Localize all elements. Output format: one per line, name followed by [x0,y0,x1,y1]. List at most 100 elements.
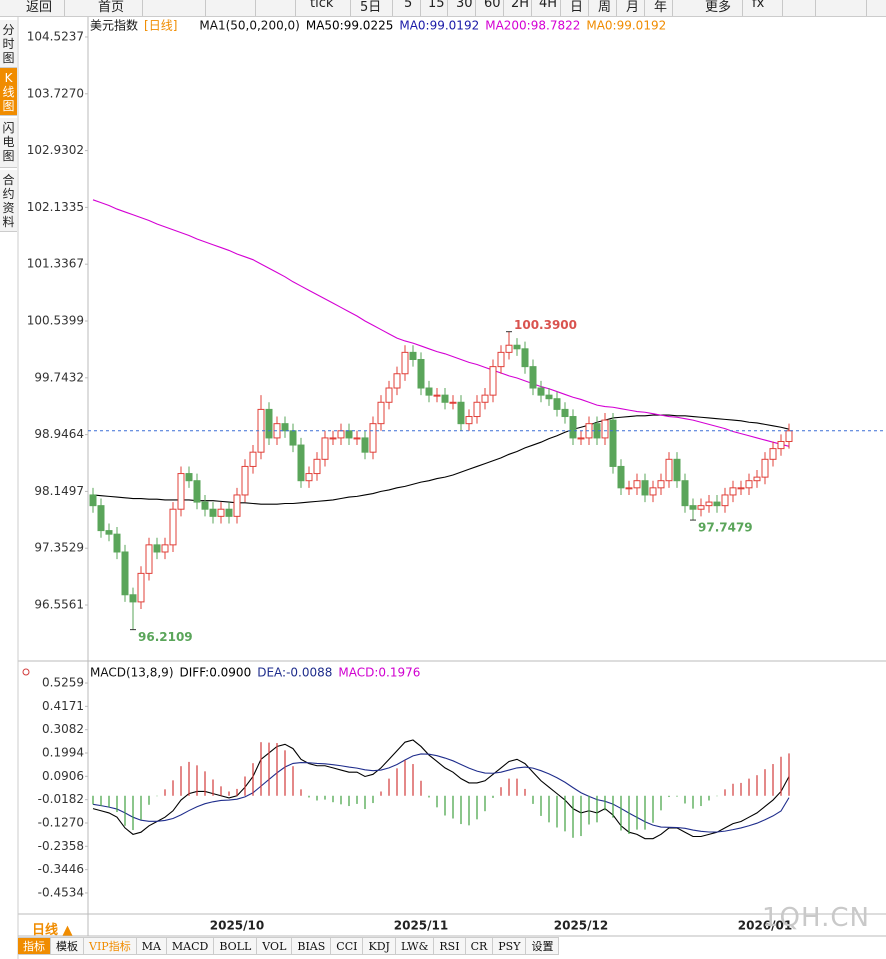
toolbar-button[interactable]: 15 [428,0,445,11]
bottom-tab[interactable]: CR [465,937,494,955]
candle-body [649,487,657,496]
toolbar-button[interactable]: 60 [484,0,501,11]
candle-body [209,508,217,517]
candle-body [561,408,569,418]
bottom-tab[interactable]: LW& [395,937,435,955]
legend-item: MA0:99.0192 [586,19,666,33]
candle-body [369,423,377,453]
candle-body [513,344,521,350]
toolbar-separator [475,0,476,16]
candle-body [321,437,329,460]
bottom-tab[interactable]: 指标 [18,937,51,955]
candle-body [241,465,249,496]
toolbar-button[interactable]: 周 [598,0,612,15]
y-tick-label: -0.0182 [38,792,84,806]
sidebar-tab[interactable]: 分时图 [0,20,17,68]
candle-body [425,387,433,396]
candle-body [673,458,681,482]
bottom-tab[interactable]: BIAS [292,937,332,955]
candle-body [473,401,481,418]
toolbar-button[interactable]: 更多 [705,0,732,15]
y-tick-label: 98.9464 [34,427,84,441]
bottom-tab[interactable]: VOL [257,937,293,955]
candle-body [305,473,313,482]
toolbar-button[interactable]: tick [310,0,334,11]
bottom-tabs: 指标 模板 VIP指标 MA MACD BOLL VOL BIAS CCI KDJ LW& RSI CR… [18,937,560,955]
toolbar-separator [205,0,206,16]
candle-body [577,437,585,440]
candle-body [641,480,649,496]
toolbar-separator [447,0,448,16]
y-tick-label: 97.3529 [34,541,84,555]
y-tick-label: 100.5399 [27,314,84,328]
candle-body [225,508,233,517]
candle-body [633,480,641,489]
candle-body [785,430,793,442]
candle-body [289,430,297,446]
candle-body [529,366,537,389]
candle-body [497,351,505,368]
candle-body [737,487,745,490]
bottom-tab[interactable]: CCI [331,937,364,955]
indicator-title: MACD(13,8,9) [90,666,174,680]
x-tick-label: 2026/01 [738,919,792,933]
candle-body [345,430,353,439]
toolbar-button[interactable]: 日 [570,0,584,15]
candle-body [169,508,177,546]
candle-body [385,387,393,403]
toolbar-button[interactable]: 月 [626,0,640,15]
legend-item: DIFF:0.0900 [180,666,252,680]
candle-body [265,408,273,439]
bottom-tab[interactable]: 设置 [526,937,560,955]
toolbar-separator [142,0,143,16]
toolbar-button[interactable]: 5 [404,0,413,11]
candle-body [137,572,145,603]
candle-body [113,533,121,553]
bottom-tab[interactable]: PSY [493,937,527,955]
toolbar-button[interactable]: 年 [654,0,668,15]
toolbar-separator [672,0,673,16]
candle-body [129,594,137,603]
toolbar-separator [815,0,816,16]
toolbar-separator [588,0,589,16]
toolbar-button[interactable]: fx [752,0,765,11]
bottom-tab[interactable]: BOLL [214,937,258,955]
y-tick-label: 102.9302 [27,143,84,157]
candle-body [505,344,513,353]
candle-body [353,437,361,440]
toolbar-separator [866,0,867,16]
candle-body [601,419,609,439]
period-selector[interactable]: 日线 ▲ [32,923,73,938]
toolbar-separator [782,0,783,16]
toolbar-button[interactable]: 5日 [360,0,382,15]
toolbar-button[interactable]: 首页 [98,0,125,15]
sidebar-tab[interactable]: 闪电图 [0,118,17,168]
sidebar-tab[interactable]: K线图 [0,68,17,116]
bottom-tab[interactable]: RSI [434,937,466,955]
candle-body [249,451,257,467]
bottom-tab[interactable]: 模板 [51,937,84,955]
candle-body [409,351,417,360]
candle-body [689,505,697,510]
legend-item: MA200:98.7822 [485,19,580,33]
toolbar-button[interactable]: 30 [456,0,473,11]
toolbar-button[interactable]: 返回 [26,0,53,15]
candle-body [449,401,457,404]
bottom-tab[interactable]: MA [136,937,167,955]
y-tick-label: 101.3367 [27,257,84,271]
legend-item: MA50:99.0225 [306,19,394,33]
toolbar-separator [531,0,532,16]
y-tick-label: 102.1335 [27,200,84,214]
toolbar-button[interactable]: 2H [511,0,530,11]
candle-body [433,394,441,397]
bottom-tab[interactable]: MACD [166,937,215,955]
candle-body [441,394,449,403]
toolbar-separator [392,0,393,16]
sidebar-tab[interactable]: 合约资料 [0,170,17,232]
bottom-tab[interactable]: KDJ [363,937,396,955]
y-tick-label: 103.7270 [27,86,84,100]
bottom-tab[interactable]: VIP指标 [84,937,137,955]
toolbar-button[interactable]: 4H [539,0,558,11]
